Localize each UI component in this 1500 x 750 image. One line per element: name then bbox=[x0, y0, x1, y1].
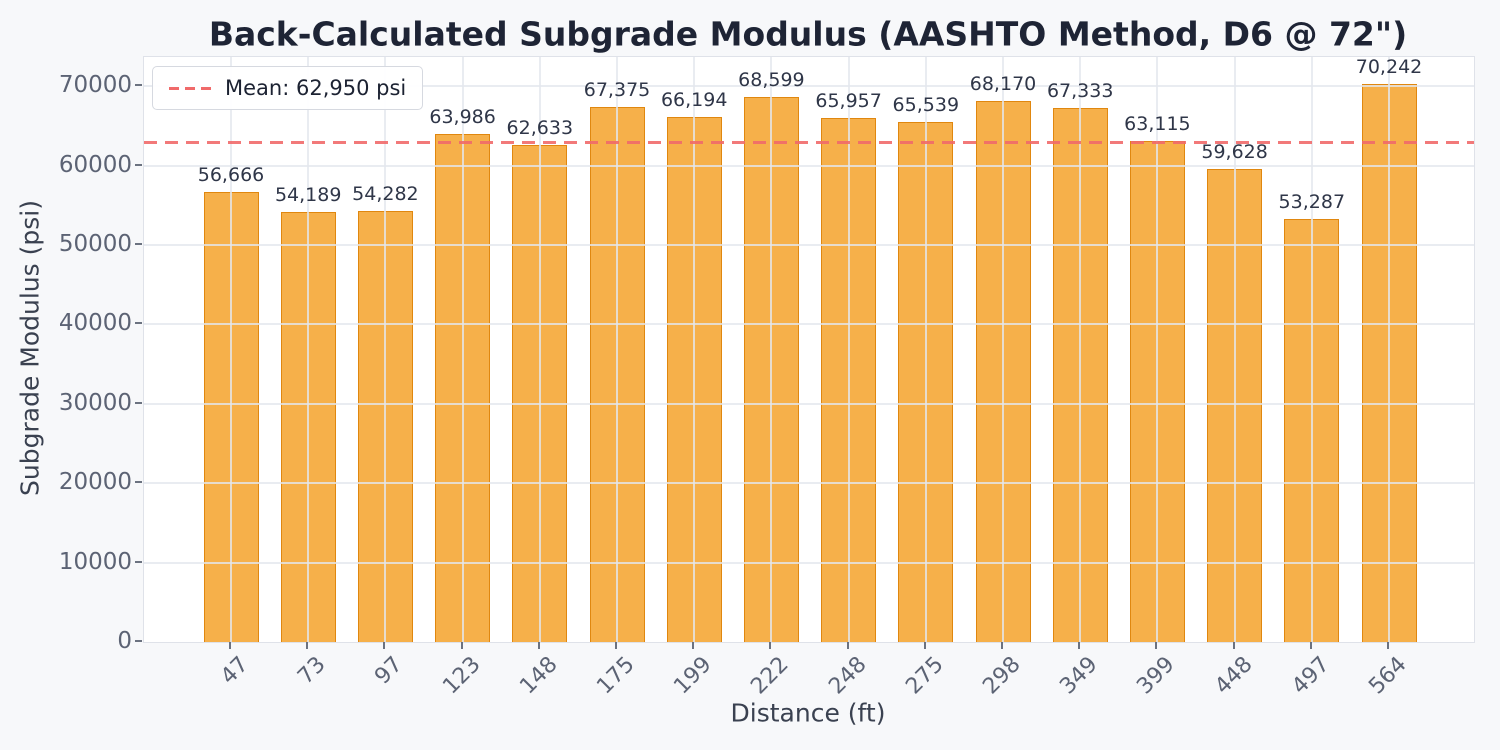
bar-value-label: 70,242 bbox=[1355, 56, 1423, 79]
gridline-vertical bbox=[230, 57, 232, 642]
x-tick-mark bbox=[923, 642, 926, 649]
legend: Mean: 62,950 psi bbox=[152, 66, 424, 110]
gridline-vertical bbox=[307, 57, 310, 642]
y-tick-mark bbox=[135, 322, 142, 325]
y-tick-label: 10000 bbox=[58, 548, 132, 575]
y-tick-label: 0 bbox=[117, 628, 132, 654]
x-tick-mark bbox=[537, 642, 540, 649]
gridline-vertical bbox=[384, 57, 387, 642]
x-tick-label: 275 bbox=[901, 652, 949, 700]
bar-value-label: 62,633 bbox=[506, 116, 574, 139]
x-tick-mark bbox=[1309, 642, 1312, 649]
plot-area: 56,666 54,189 54,282 63,986 62,633 67,375 66,1… bbox=[143, 56, 1475, 643]
x-tick-label: 97 bbox=[370, 652, 409, 690]
gridline-vertical bbox=[1002, 57, 1004, 642]
gridline-horizontal bbox=[144, 85, 1474, 88]
legend-label: Mean: 62,950 psi bbox=[225, 76, 407, 100]
x-tick-label: 399 bbox=[1132, 652, 1181, 700]
y-tick-label: 40000 bbox=[58, 310, 132, 337]
x-tick-label: 298 bbox=[978, 652, 1026, 700]
gridline-vertical bbox=[847, 57, 850, 642]
bar-value-label: 53,287 bbox=[1278, 191, 1346, 214]
y-tick-mark bbox=[135, 243, 142, 246]
y-tick-mark bbox=[135, 481, 142, 484]
bar-value-label: 65,539 bbox=[892, 93, 960, 116]
gridline-horizontal bbox=[144, 244, 1474, 247]
bar-value-label: 54,282 bbox=[352, 183, 419, 206]
bar-value-label: 59,628 bbox=[1201, 140, 1268, 163]
x-tick-mark bbox=[383, 642, 386, 649]
x-tick-label: 199 bbox=[669, 652, 717, 700]
x-axis-label: Distance (ft) bbox=[730, 698, 886, 728]
bar-value-label: 66,194 bbox=[660, 88, 728, 111]
x-tick-mark bbox=[306, 642, 309, 649]
x-tick-label: 148 bbox=[515, 652, 563, 700]
gridline-horizontal bbox=[144, 323, 1474, 326]
y-tick-label: 70000 bbox=[58, 72, 132, 99]
x-tick-label: 123 bbox=[437, 652, 486, 700]
gridline-horizontal bbox=[144, 561, 1474, 564]
gridline-vertical bbox=[1310, 57, 1313, 642]
x-tick-label: 349 bbox=[1055, 652, 1103, 700]
x-tick-mark bbox=[1232, 642, 1235, 649]
bar-value-label: 68,599 bbox=[738, 69, 805, 92]
gridline-vertical bbox=[770, 57, 773, 642]
x-tick-label: 448 bbox=[1209, 652, 1258, 700]
x-tick-label: 248 bbox=[823, 652, 872, 700]
x-tick-mark bbox=[1001, 642, 1003, 649]
bar-value-label: 63,115 bbox=[1124, 113, 1191, 136]
x-tick-mark bbox=[460, 642, 463, 649]
y-tick-mark bbox=[135, 401, 142, 404]
y-tick-mark bbox=[135, 640, 142, 642]
bar-value-label: 67,333 bbox=[1046, 79, 1114, 102]
gridline-vertical bbox=[1156, 57, 1159, 642]
y-tick-label: 50000 bbox=[58, 231, 132, 258]
x-tick-label: 564 bbox=[1364, 652, 1412, 700]
bar-value-label: 65,957 bbox=[815, 90, 882, 113]
chart-title: Back-Calculated Subgrade Modulus (AASHTO… bbox=[208, 14, 1408, 54]
x-tick-mark bbox=[229, 642, 231, 649]
y-tick-mark bbox=[135, 163, 142, 166]
gridline-vertical bbox=[1388, 57, 1390, 642]
y-axis-label: Subgrade Modulus (psi) bbox=[15, 200, 45, 496]
y-tick-label: 20000 bbox=[58, 469, 132, 496]
x-tick-label: 175 bbox=[592, 652, 640, 700]
x-tick-label: 47 bbox=[216, 652, 254, 690]
bar-value-label: 68,170 bbox=[969, 72, 1037, 95]
x-tick-mark bbox=[1155, 642, 1158, 649]
gridline-horizontal bbox=[144, 402, 1474, 405]
y-tick-mark bbox=[135, 84, 142, 87]
x-tick-mark bbox=[769, 642, 772, 649]
bar-value-label: 54,189 bbox=[274, 183, 342, 206]
mean-line bbox=[144, 140, 1474, 144]
gridline-vertical bbox=[461, 57, 464, 642]
gridline-vertical bbox=[693, 57, 696, 642]
gridline-horizontal bbox=[144, 482, 1474, 485]
y-tick-label: 60000 bbox=[58, 151, 132, 178]
x-tick-mark bbox=[692, 642, 695, 649]
gridline-vertical bbox=[924, 57, 927, 642]
bar-value-label: 67,375 bbox=[583, 79, 651, 102]
x-tick-label: 73 bbox=[293, 652, 331, 690]
x-tick-mark bbox=[1078, 642, 1081, 649]
x-tick-label: 222 bbox=[746, 652, 795, 700]
y-tick-label: 30000 bbox=[58, 389, 132, 416]
y-tick-mark bbox=[135, 560, 142, 563]
x-tick-mark bbox=[615, 642, 617, 649]
x-tick-label: 497 bbox=[1287, 652, 1335, 700]
gridline-vertical bbox=[1079, 57, 1082, 642]
bar-value-label: 56,666 bbox=[197, 164, 265, 187]
mean-line-legend-swatch bbox=[169, 86, 211, 90]
gridline-vertical bbox=[538, 57, 541, 642]
gridline-vertical bbox=[616, 57, 618, 642]
bar-value-label: 63,986 bbox=[429, 106, 496, 129]
gridline-vertical bbox=[1233, 57, 1236, 642]
x-tick-mark bbox=[846, 642, 849, 649]
x-tick-mark bbox=[1387, 642, 1389, 649]
gridline-horizontal bbox=[144, 164, 1474, 167]
